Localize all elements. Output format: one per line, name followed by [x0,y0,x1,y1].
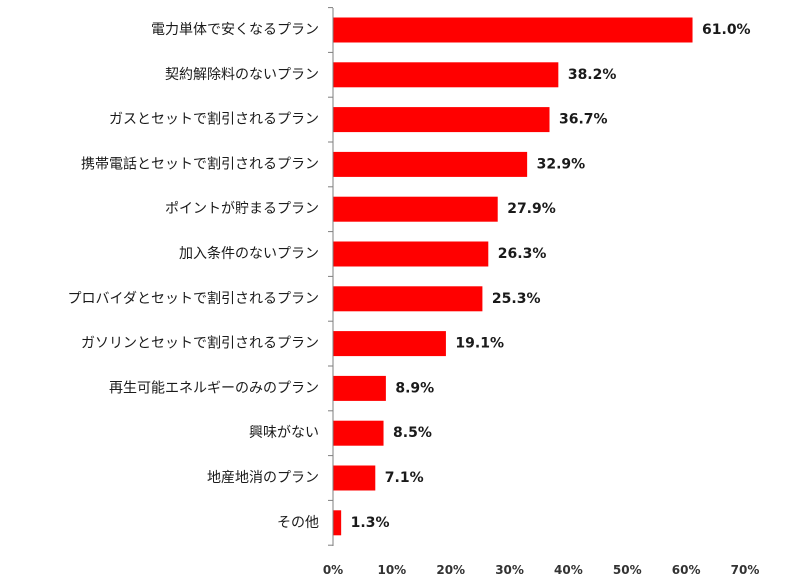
value-label-3: 36.7% [559,112,608,128]
category-label-7: プロバイダとセットで割引されるプラン [68,290,319,307]
bar-2 [333,62,559,88]
value-label-4: 32.9% [537,156,586,172]
value-label-1: 61.0% [702,22,751,38]
category-label-10: 興味がない [249,425,319,441]
value-label-12: 1.3% [351,515,390,531]
bar-1 [333,17,693,43]
category-label-3: ガスとセットで割引されるプラン [109,111,319,128]
category-label-1: 電力単体で安くなるプラン [151,22,319,38]
bar-9 [333,375,386,401]
x-tick-label-60: 60% [672,563,701,577]
value-label-7: 25.3% [492,291,541,307]
value-label-8: 19.1% [455,336,504,352]
bar-11 [333,465,376,491]
bar-8 [333,331,446,357]
bar-6 [333,241,489,267]
bar-4 [333,151,528,177]
category-label-5: ポイントが貯まるプラン [165,201,319,217]
labels-layer: 電力単体で安くなるプラン 61.0% 契約解除料のないプラン 38.2% ガスとセットで… [68,22,751,531]
x-tick-label-20: 20% [436,563,465,577]
category-label-11: 地産地消のプラン [207,470,319,486]
x-tick-label-70: 70% [731,563,760,577]
category-label-6: 加入条件のないプラン [179,245,319,262]
x-tick-label-10: 10% [377,563,406,577]
x-tick-label-0: 0% [323,563,343,577]
category-label-9: 再生可能エネルギーのみのプラン [109,380,319,396]
value-label-5: 27.9% [507,201,556,217]
bar-3 [333,107,550,133]
value-label-6: 26.3% [498,246,547,262]
bar-12 [333,510,342,536]
value-label-10: 8.5% [393,425,432,441]
x-tick-label-50: 50% [613,563,642,577]
bar-7 [333,286,483,312]
x-tick-label-40: 40% [554,563,583,577]
value-label-11: 7.1% [385,470,424,486]
x-axis-ticks: 0% 10% 20% 30% 40% 50% 60% 70% [323,563,760,577]
value-label-2: 38.2% [568,67,617,83]
category-label-12: その他 [277,515,319,531]
category-label-2: 契約解除料のないプラン [165,67,319,83]
bar-10 [333,420,384,446]
x-tick-label-30: 30% [495,563,524,577]
value-label-9: 8.9% [395,380,434,396]
bars-layer [333,17,693,536]
category-label-8: ガソリンとセットで割引されるプラン [81,335,319,352]
axis-layer [328,7,334,546]
category-label-4: 携帯電話とセットで割引されるプラン [81,155,319,172]
bar-5 [333,196,498,222]
